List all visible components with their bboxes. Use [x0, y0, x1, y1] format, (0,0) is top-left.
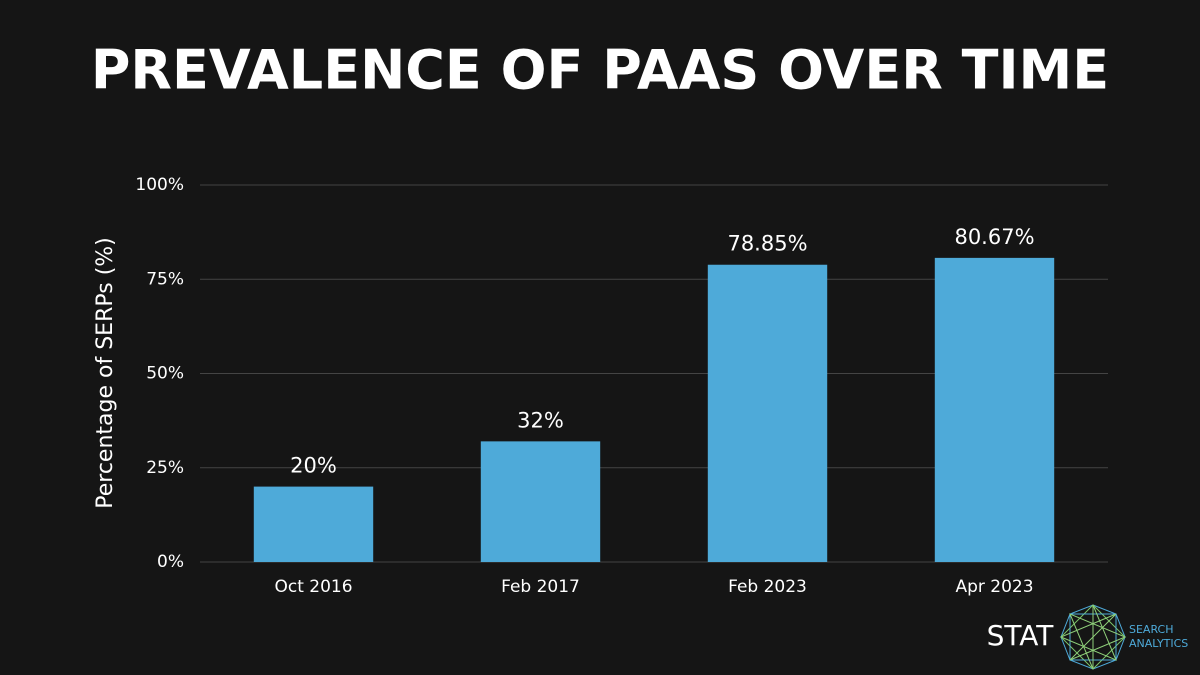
x-tick-label: Apr 2023 — [955, 577, 1033, 597]
logo-name: STAT — [987, 619, 1055, 652]
logo: STAT SEARCH ANALYTICS — [987, 604, 1188, 670]
value-label: 78.85% — [727, 232, 807, 256]
y-tick-label: 0% — [157, 552, 184, 572]
y-tick-label: 75% — [146, 269, 184, 289]
logo-icon — [1059, 604, 1127, 670]
y-tick-label: 50% — [146, 364, 184, 384]
value-label: 80.67% — [954, 225, 1034, 249]
logo-tagline: SEARCH — [1129, 623, 1174, 636]
bar — [934, 257, 1055, 562]
x-tick-label: Feb 2017 — [501, 577, 580, 597]
y-tick-label: 25% — [146, 458, 184, 478]
chart-title: PREVALENCE OF PAAS OVER TIME — [91, 39, 1109, 102]
y-axis-label: Percentage of SERPs (%) — [93, 237, 118, 509]
x-tick-label: Feb 2023 — [728, 577, 807, 597]
value-label: 20% — [290, 454, 337, 478]
bar — [707, 264, 828, 562]
x-tick-label: Oct 2016 — [274, 577, 352, 597]
bar — [253, 486, 374, 562]
bar — [480, 441, 601, 562]
value-label: 32% — [517, 408, 564, 432]
y-tick-label: 100% — [135, 175, 184, 195]
logo-tagline: ANALYTICS — [1129, 637, 1188, 650]
